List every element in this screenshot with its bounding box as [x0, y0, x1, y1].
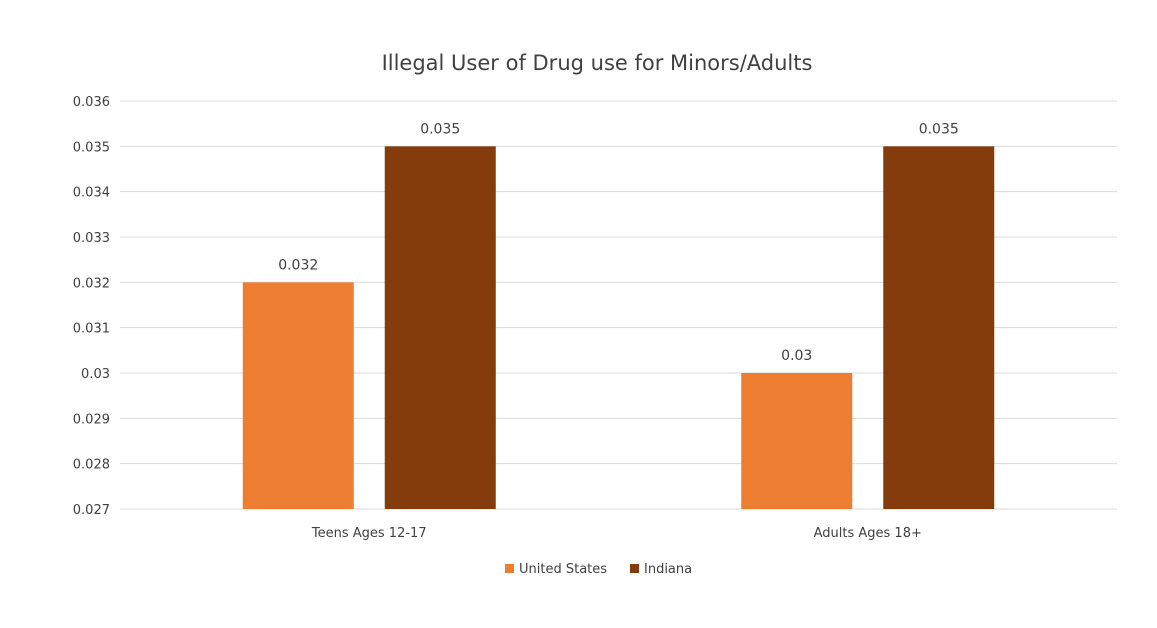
y-tick-label: 0.036: [73, 95, 110, 110]
legend-swatch: [505, 564, 514, 573]
y-tick-label: 0.034: [73, 186, 110, 201]
x-category-label: Adults Ages 18+: [814, 526, 922, 541]
data-labels: 0.032 0.035 0.03 0.035: [278, 121, 959, 364]
bar: [741, 373, 853, 509]
y-tick-label: 0.028: [73, 458, 110, 473]
data-label: 0.032: [278, 257, 318, 273]
bars: [242, 146, 995, 510]
y-tick-label: 0.03: [81, 367, 110, 382]
y-tick-label: 0.031: [73, 322, 110, 337]
data-label: 0.035: [919, 121, 959, 137]
y-axis-tick-labels: 0.027 0.028 0.029 0.03 0.031 0.032 0.033 0.034 0…: [73, 95, 110, 518]
bar: [883, 146, 995, 510]
x-category-label: Teens Ages 12-17: [311, 526, 427, 541]
y-tick-label: 0.035: [73, 140, 110, 155]
legend-label: Indiana: [644, 562, 692, 577]
legend-swatch: [630, 564, 639, 573]
y-tick-label: 0.033: [73, 231, 110, 246]
x-axis-category-labels: Teens Ages 12-17 Adults Ages 18+: [311, 526, 922, 541]
y-tick-label: 0.029: [73, 412, 110, 427]
y-tick-label: 0.027: [73, 503, 110, 518]
data-label: 0.035: [420, 121, 460, 137]
bar: [384, 146, 496, 510]
bar: [242, 282, 354, 509]
legend: United States Indiana: [505, 562, 692, 577]
y-tick-label: 0.032: [73, 276, 110, 291]
data-label: 0.03: [781, 348, 812, 364]
chart-title: Illegal User of Drug use for Minors/Adul…: [382, 51, 813, 75]
legend-label: United States: [519, 562, 607, 577]
